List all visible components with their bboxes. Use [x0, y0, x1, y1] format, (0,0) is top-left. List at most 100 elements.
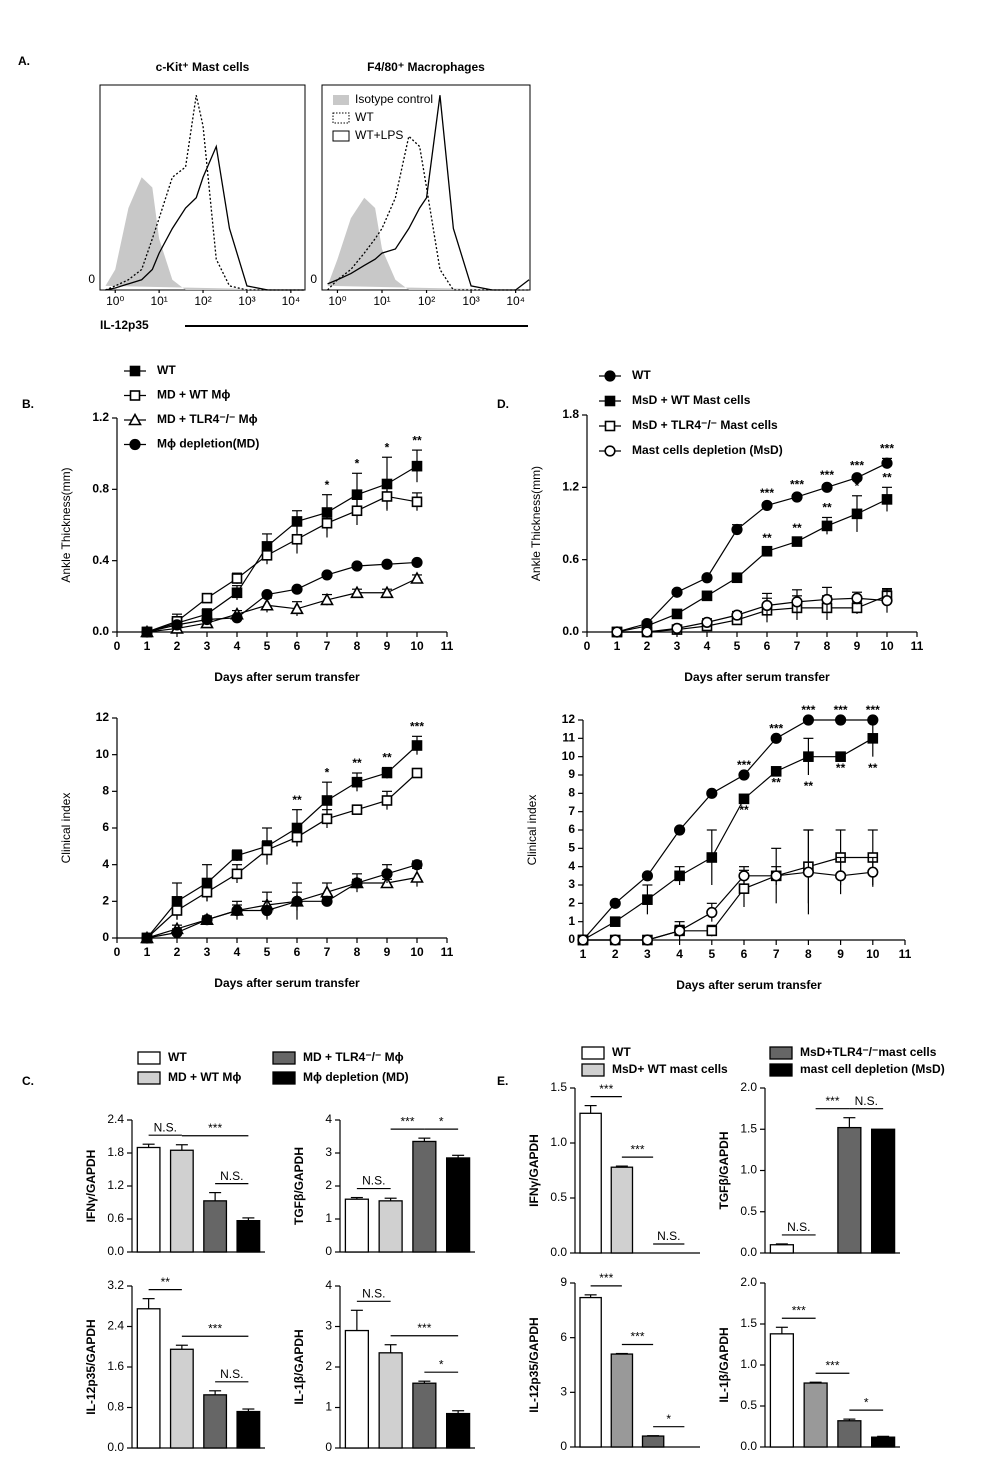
marker [171, 905, 183, 916]
y-tick-label: 10 [562, 749, 576, 763]
y-tick-label: 1.6 [107, 1359, 124, 1373]
marker [231, 868, 243, 880]
y-tick-label: 0.0 [562, 624, 579, 638]
significance-label: *** [834, 703, 848, 717]
x-tick-label: 0 [584, 639, 591, 653]
y-tick-label: 3.2 [107, 1278, 124, 1292]
marker [770, 766, 782, 777]
marker [761, 545, 773, 557]
marker [351, 804, 363, 815]
y-axis-label: TGFβ/GAPDH [292, 1147, 306, 1225]
chart-title: c-Kit⁺ Mast cells [156, 60, 250, 74]
y-tick-label: 1.2 [107, 1178, 124, 1192]
bracket-label: N.S. [220, 1367, 243, 1381]
bar [378, 1352, 403, 1449]
marker [701, 572, 713, 584]
bar [236, 1410, 261, 1449]
y-axis-label: Clinical index [59, 793, 73, 864]
bar [610, 1166, 634, 1254]
y-tick-label: 1.5 [740, 1121, 757, 1135]
histogram-area [327, 197, 530, 290]
panel-label: E. [497, 1074, 508, 1088]
y-tick-label: 2 [568, 896, 575, 910]
marker [671, 622, 683, 634]
marker [641, 934, 654, 946]
marker [351, 877, 363, 889]
x-tick-label: 4 [704, 639, 711, 653]
bar [610, 1353, 634, 1448]
marker [881, 595, 893, 607]
marker [577, 934, 589, 946]
marker [261, 904, 273, 917]
marker [321, 795, 333, 806]
y-tick-label: 0.0 [92, 624, 109, 638]
x-axis-label: Days after serum transfer [684, 670, 830, 684]
y-tick-label: 4 [325, 1112, 332, 1126]
bracket-label: N.S. [362, 1286, 385, 1300]
legend-label: Mϕ depletion (MD) [303, 1070, 409, 1084]
bracket-label: *** [630, 1330, 644, 1344]
x-tick-label: 6 [294, 945, 301, 959]
marker [609, 897, 621, 909]
marker [231, 573, 243, 584]
significance-label: ** [292, 793, 302, 807]
marker [641, 870, 654, 882]
bar [412, 1140, 437, 1253]
marker [411, 460, 423, 472]
significance-label: *** [769, 722, 783, 736]
y-tick-label: 0.5 [550, 1190, 567, 1204]
marker [231, 904, 243, 917]
x-tick-label: 2 [644, 639, 651, 653]
significance-label: *** [850, 458, 864, 472]
marker [411, 556, 423, 569]
series-line [583, 856, 873, 941]
x-tick-label: 6 [294, 639, 301, 653]
marker [351, 776, 363, 788]
y-tick-label: 3 [560, 1385, 567, 1399]
x-tick-label: 9 [837, 947, 844, 961]
x-tick-label: 6 [741, 947, 748, 961]
marker [851, 472, 863, 484]
legend-label: Isotype control [355, 92, 433, 106]
y-axis-label: IFNγ/GAPDH [84, 1150, 98, 1223]
y-tick-label: 0.0 [740, 1245, 757, 1259]
bracket-label: ** [161, 1275, 171, 1289]
marker [261, 844, 273, 856]
marker [738, 883, 750, 894]
series-line [146, 864, 418, 939]
y-axis-label: TGFβ/GAPDH [717, 1132, 731, 1210]
marker [803, 751, 814, 762]
x-tick-label: 5 [264, 945, 271, 959]
bracket-label: * [666, 1412, 671, 1426]
x-tick-label: 4 [676, 947, 683, 961]
legend-label: MsD + TLR4⁻/⁻ Mast cells [632, 418, 778, 432]
x-tick-label: 10⁰ [328, 294, 346, 308]
marker [261, 588, 273, 601]
marker [320, 885, 334, 898]
marker [171, 926, 183, 939]
y-axis-label: IL-12p35/GAPDH [527, 1317, 541, 1412]
y-tick-label: 2 [325, 1178, 332, 1192]
series-line [105, 144, 305, 291]
y-tick-label: 0.0 [107, 1244, 124, 1258]
marker [201, 592, 213, 604]
legend-label: MsD+ WT mast cells [612, 1062, 728, 1076]
legend-label: MD + WT Mϕ [157, 388, 230, 402]
marker [129, 390, 141, 401]
x-tick-label: 11 [899, 947, 912, 961]
y-tick-label: 0.6 [562, 552, 579, 566]
y-tick-label: 1.0 [740, 1357, 757, 1371]
x-tick-label: 10 [866, 947, 880, 961]
significance-label: * [325, 478, 330, 492]
bar [641, 1435, 665, 1448]
significance-label: *** [760, 486, 774, 500]
x-tick-label: 1 [144, 639, 151, 653]
x-axis-label: Days after serum transfer [676, 978, 822, 992]
marker [604, 395, 616, 407]
marker [738, 793, 750, 805]
legend-swatch [137, 1051, 161, 1065]
marker [609, 916, 621, 927]
x-tick-label: 10¹ [150, 294, 167, 308]
significance-label: ** [868, 761, 878, 775]
x-tick-label: 3 [644, 947, 651, 961]
